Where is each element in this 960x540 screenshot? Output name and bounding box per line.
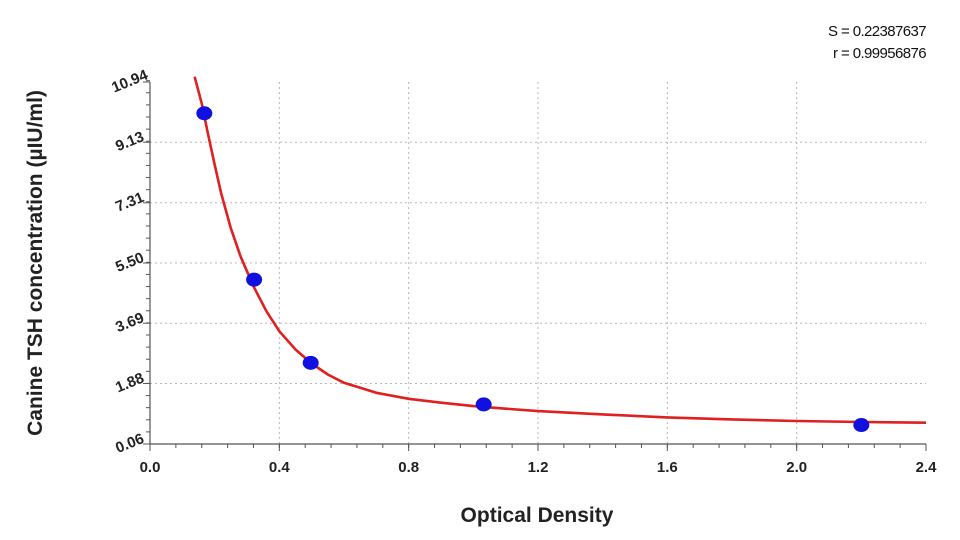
y-tick-label: 3.69	[113, 309, 146, 336]
x-tick-label: 0.4	[269, 459, 291, 476]
y-tick-label: 10.94	[109, 66, 151, 96]
data-point	[246, 272, 263, 287]
y-axis-title: Canine TSH concentration (µIU/ml)	[24, 90, 47, 436]
y-axis-ticks: 0.06 1.88 3.69 5.50 7.31 9.13 10.94	[109, 66, 151, 457]
fit-curve	[193, 76, 927, 424]
data-point	[853, 418, 870, 433]
data-point	[475, 397, 492, 412]
x-tick-label: 2.4	[916, 459, 938, 476]
x-tick-label: 0.0	[140, 459, 161, 476]
y-tick-label: 1.88	[113, 370, 146, 397]
r-statistic: r = 0.99956876	[833, 45, 926, 62]
x-tick-label: 2.0	[786, 459, 807, 476]
y-tick-label: 9.13	[113, 128, 146, 155]
x-tick-label: 0.8	[398, 459, 419, 476]
x-tick-label: 1.2	[528, 459, 549, 476]
y-tick-label: 5.50	[113, 249, 146, 276]
y-tick-label: 7.31	[113, 189, 146, 216]
grid-lines	[150, 82, 926, 444]
x-axis-ticks: 0.0 0.4 0.8 1.2 1.6 2.0 2.4	[140, 444, 938, 476]
data-points	[196, 106, 870, 433]
s-statistic: S = 0.22387637	[828, 23, 926, 40]
data-point	[196, 106, 213, 121]
x-axis-title: Optical Density	[461, 504, 614, 527]
data-point	[302, 355, 319, 370]
x-tick-label: 1.6	[657, 459, 678, 476]
y-tick-label: 0.06	[113, 430, 146, 457]
